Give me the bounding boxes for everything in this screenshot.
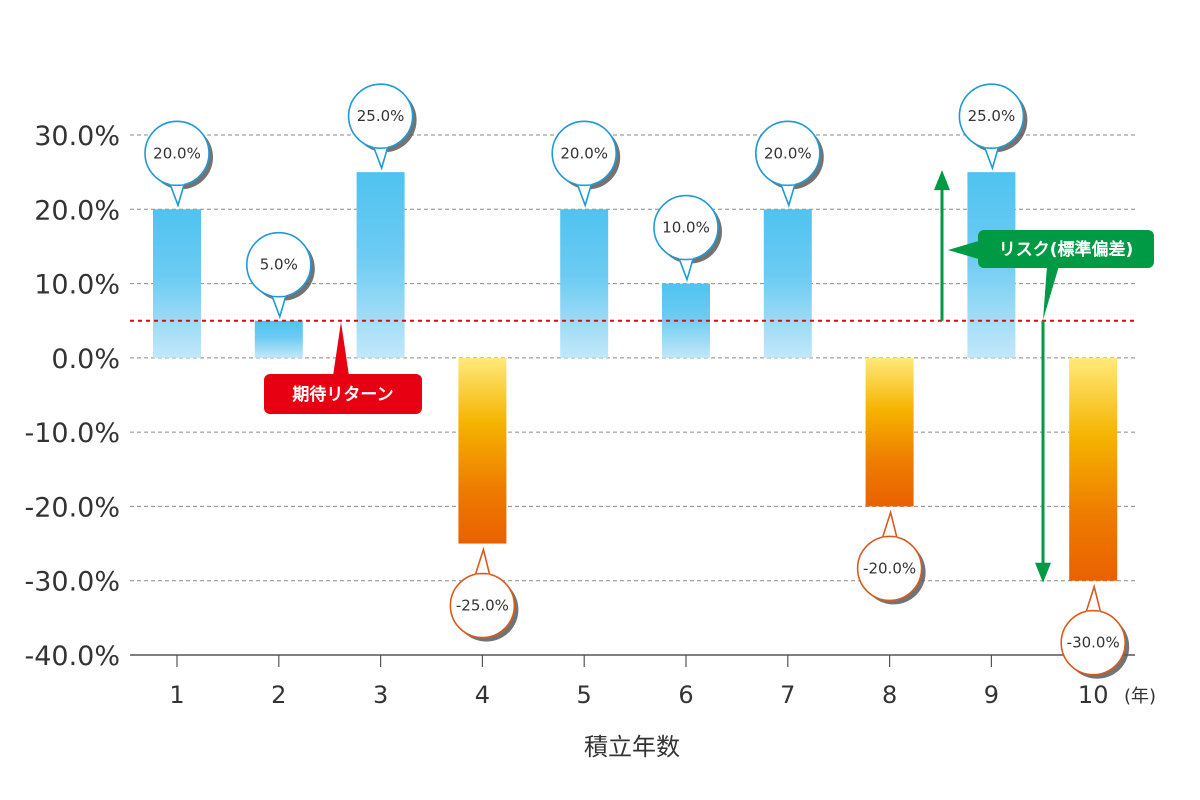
- risk-arrowhead-up: [934, 170, 950, 191]
- data-label: 25.0%: [968, 107, 1016, 125]
- bubble-circle: [551, 120, 618, 187]
- x-axis: 1 2 3 4 5 6 7 8 9 10: [169, 655, 1108, 709]
- y-tick-label: 0.0%: [51, 344, 120, 375]
- x-tick-label: 6: [678, 681, 693, 709]
- x-tick-label: 4: [475, 681, 490, 709]
- data-label-bubble: 10.0%: [653, 194, 722, 283]
- risk-tag: [978, 230, 1154, 268]
- expected-return-line-group: 期待リターン: [130, 319, 1135, 414]
- data-label: -30.0%: [1067, 634, 1120, 652]
- data-label-bubble: 20.0%: [754, 120, 824, 208]
- data-label-bubble: 20.0%: [144, 120, 213, 208]
- bubble-join: [373, 142, 388, 148]
- x-axis-title: 積立年数: [584, 733, 680, 761]
- bar: [763, 209, 812, 358]
- y-tick-label: 30.0%: [34, 121, 120, 152]
- risk-tag-pointer: [948, 240, 982, 260]
- y-tick-label: 10.0%: [34, 270, 120, 301]
- data-label-bubble: 25.0%: [958, 83, 1028, 171]
- bar: [356, 172, 405, 358]
- bubble-circle: [449, 572, 516, 639]
- x-tick-label: 2: [271, 681, 286, 709]
- risk-annotation: リスク(標準偏差): [934, 170, 1154, 583]
- data-label: 5.0%: [260, 256, 298, 274]
- bar: [153, 209, 201, 358]
- x-tick-label: 1: [169, 681, 184, 709]
- risk-arrowhead-down: [1035, 562, 1051, 583]
- bubble-join: [577, 179, 592, 185]
- y-tick-label: -10.0%: [24, 418, 120, 449]
- y-tick-label: -30.0%: [24, 567, 120, 598]
- data-label-bubble: -25.0%: [449, 546, 519, 642]
- expected-return-tag: [264, 374, 422, 414]
- bubble-circle: [653, 194, 719, 261]
- risk-tag-pointer: [1043, 266, 1059, 320]
- y-tick-label: -20.0%: [24, 492, 120, 523]
- risk-label: リスク(標準偏差): [999, 239, 1134, 260]
- bar: [254, 320, 303, 358]
- x-tick-label: 5: [577, 681, 592, 709]
- data-label-bubble: 25.0%: [347, 83, 417, 171]
- bubble-circle: [856, 535, 923, 602]
- y-tick-label: 20.0%: [34, 195, 120, 226]
- grid-lines: [130, 134, 1135, 656]
- bubble-join: [475, 574, 490, 580]
- x-tick-label: 8: [882, 681, 897, 709]
- bar: [865, 357, 914, 507]
- data-labels: 20.0% 5.0% 25.0% -25.0% 20.0% 10.0% 20.0% -20.0…: [144, 83, 1130, 679]
- bubble-circle: [347, 83, 414, 149]
- data-label: 20.0%: [153, 144, 201, 162]
- bar: [560, 209, 609, 358]
- bubble-join: [780, 179, 795, 185]
- bubble-join: [170, 179, 184, 185]
- bar: [458, 357, 507, 544]
- bubble-circle: [958, 83, 1025, 149]
- data-label-bubble: 20.0%: [551, 120, 621, 208]
- bubble-join: [882, 537, 897, 543]
- y-axis-ticks: 30.0% 20.0% 10.0% 0.0% -10.0% -20.0% -30.0% -40…: [24, 121, 120, 672]
- expected-return-pointer: [333, 322, 349, 376]
- x-tick-label: 3: [373, 681, 388, 709]
- data-label: 20.0%: [560, 144, 608, 162]
- bubble-join: [679, 253, 693, 259]
- data-label: 25.0%: [357, 107, 405, 125]
- data-label: -25.0%: [456, 597, 509, 615]
- bubble-circle: [754, 120, 821, 187]
- bubble-join: [984, 142, 999, 148]
- bubble-circle: [1060, 609, 1126, 676]
- data-label-bubble: -20.0%: [856, 509, 926, 605]
- data-label: 10.0%: [662, 219, 710, 237]
- bar: [1069, 357, 1118, 581]
- bubble-join: [1086, 611, 1101, 617]
- x-tick-label: 10: [1078, 681, 1109, 709]
- bubble-join: [271, 290, 286, 296]
- data-label: -20.0%: [863, 559, 916, 577]
- data-label: 20.0%: [764, 144, 812, 162]
- x-axis-unit: (年): [1124, 686, 1156, 707]
- x-tick-label: 9: [984, 681, 999, 709]
- expected-return-label: 期待リターン: [292, 384, 393, 405]
- bars: [153, 172, 1118, 581]
- y-tick-label: -40.0%: [24, 641, 120, 672]
- data-label-bubble: 5.0%: [245, 231, 315, 320]
- data-label-bubble: -30.0%: [1060, 583, 1130, 679]
- x-tick-label: 7: [780, 681, 795, 709]
- bubble-circle: [245, 231, 312, 298]
- bubble-circle: [144, 120, 210, 187]
